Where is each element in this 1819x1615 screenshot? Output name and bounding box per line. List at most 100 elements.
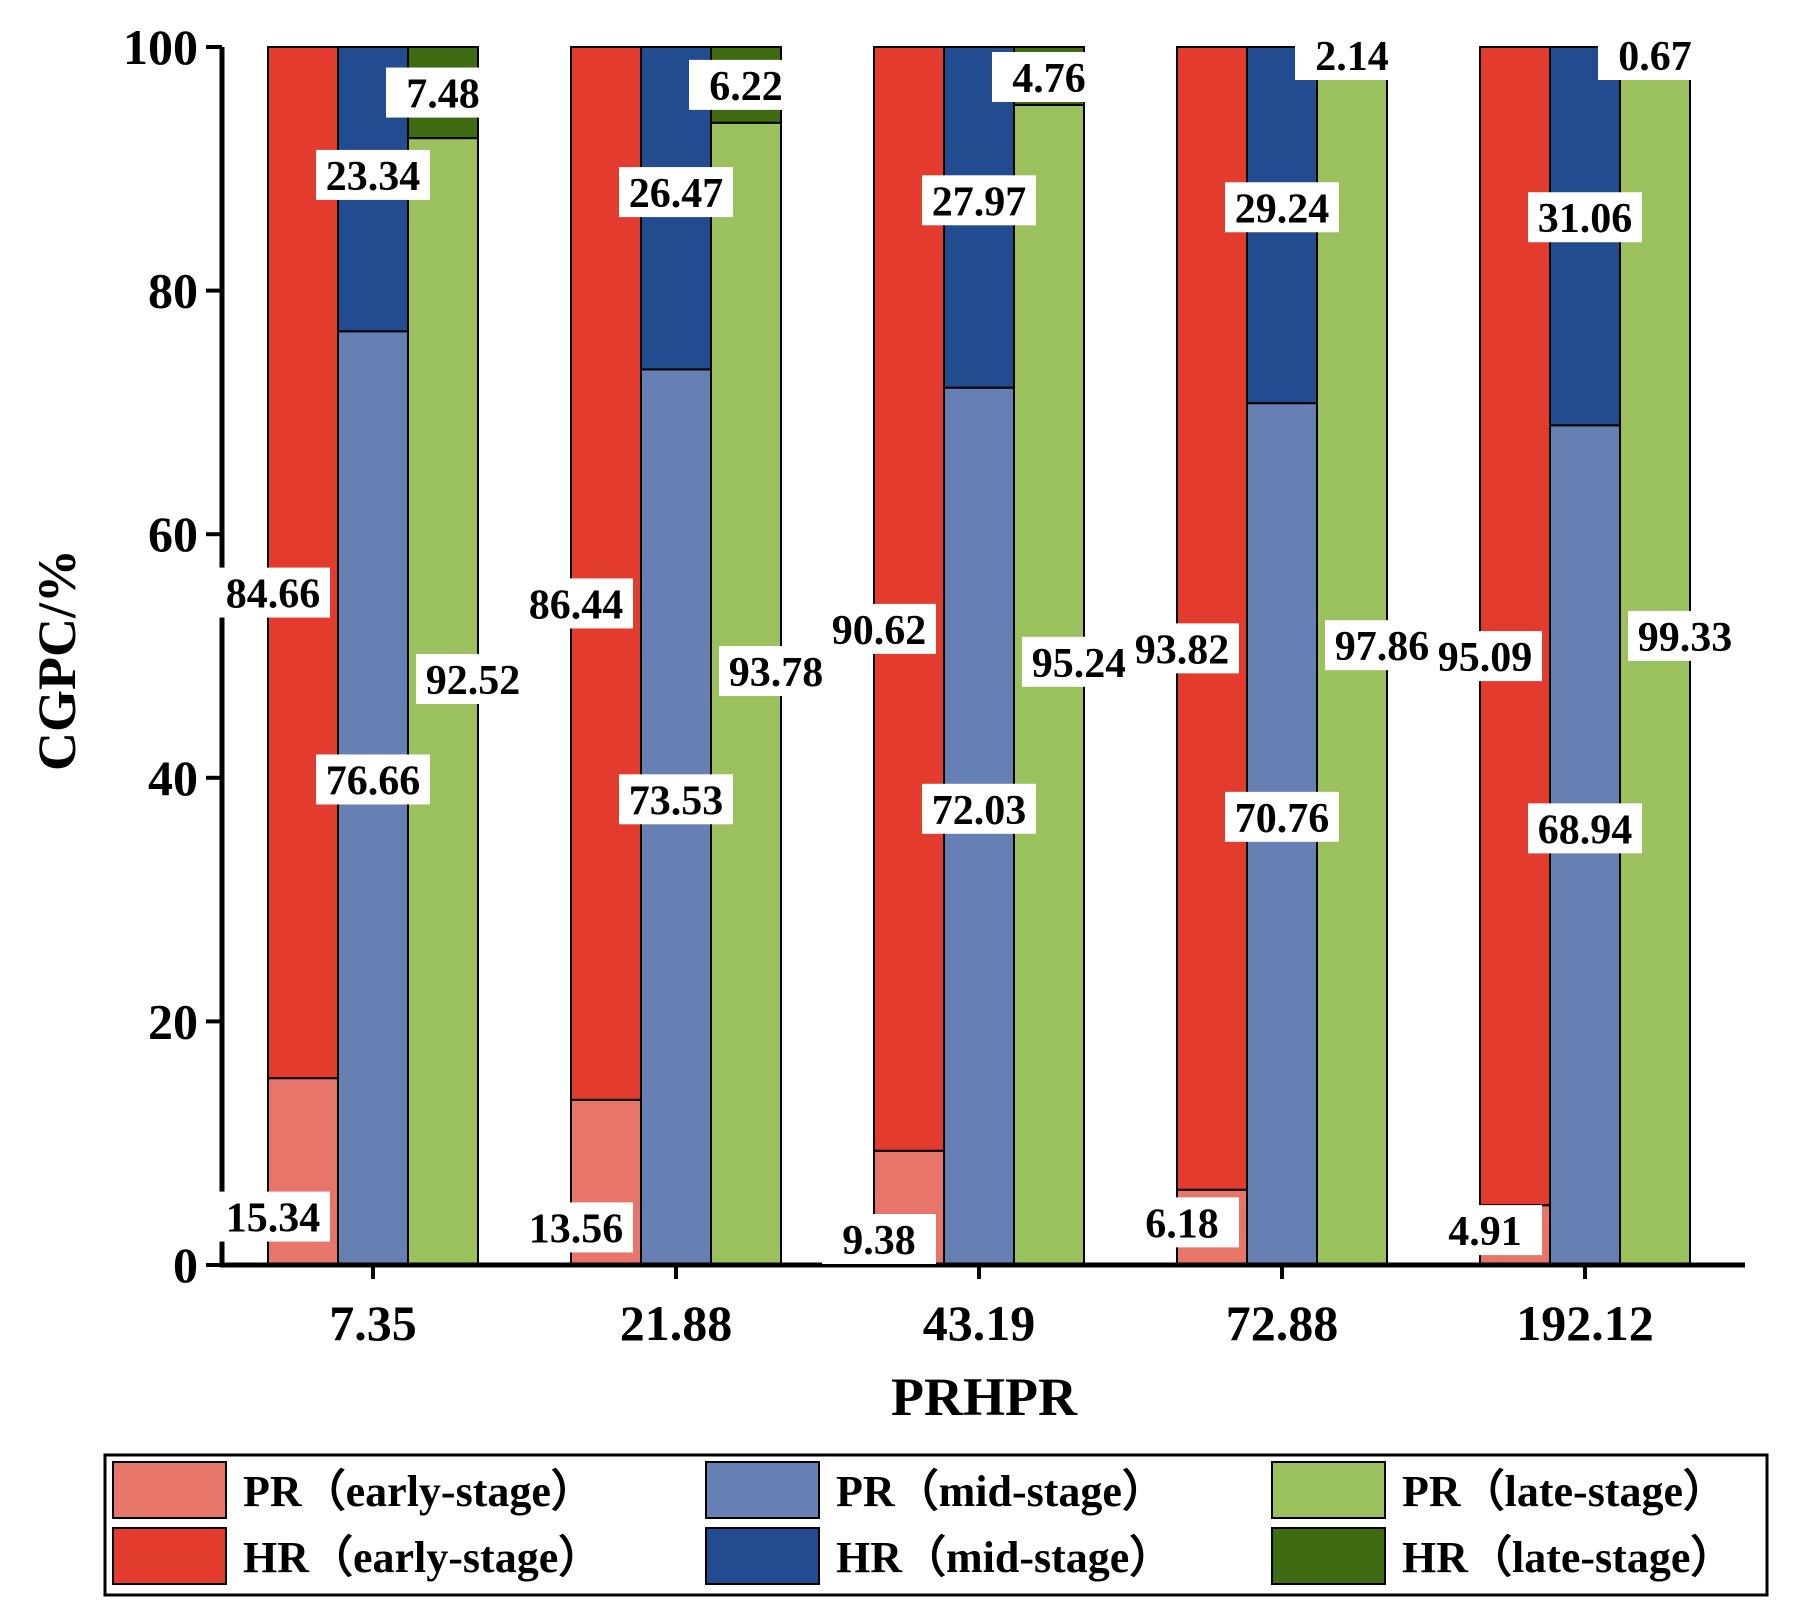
bar-hr-early-stage-72.88	[1176, 46, 1248, 1191]
data-label-text: 15.34	[226, 1196, 321, 1242]
data-label-hr-mid-stage-72.88: 29.24	[1225, 182, 1339, 233]
x-tick-label: 192.12	[1516, 1295, 1654, 1351]
data-label-text: 4.91	[1448, 1209, 1522, 1255]
data-label-text: 95.24	[1032, 641, 1127, 687]
legend-swatch	[705, 1461, 820, 1519]
data-labels-layer: 15.34 84.66 76.66 23.34 92.52 7.48 13.56 86.44 7…	[216, 30, 1742, 1264]
data-label-text: 93.82	[1135, 627, 1230, 673]
data-label-text: 86.44	[529, 582, 624, 628]
data-label-background	[1125, 1197, 1239, 1248]
legend-item-hr-late-stage: HR（late-stage）	[1271, 1527, 1734, 1585]
data-label-background	[386, 67, 500, 118]
legend-item-pr-late-stage: PR（late-stage）	[1271, 1461, 1727, 1519]
data-label-hr-mid-stage-43.19: 27.97	[922, 175, 1036, 226]
data-label-text: 76.66	[326, 758, 421, 804]
data-label-text: 72.03	[932, 788, 1027, 834]
data-label-background	[822, 1214, 936, 1264]
legend-item-hr-early-stage: HR（early-stage）	[112, 1527, 602, 1585]
legend-item-pr-mid-stage: PR（mid-stage）	[705, 1461, 1166, 1519]
x-tick-label: 21.88	[620, 1295, 733, 1351]
data-label-hr-mid-stage-21.88: 26.47	[619, 167, 733, 218]
data-label-pr-mid-stage-72.88: 70.76	[1225, 791, 1339, 842]
legend-swatch	[705, 1527, 820, 1585]
data-label-background	[689, 59, 803, 110]
data-label-text: 2.14	[1315, 34, 1389, 80]
data-label-hr-late-stage-7.35: 7.48	[386, 67, 500, 118]
data-label-background	[1428, 631, 1542, 682]
data-label-background	[216, 1191, 330, 1242]
data-label-background	[519, 578, 633, 629]
data-label-background	[1125, 623, 1239, 674]
legend-label: HR（early-stage）	[243, 1533, 602, 1582]
data-label-text: 90.62	[832, 608, 927, 654]
data-label-text: 31.06	[1538, 196, 1633, 242]
data-label-text: 23.34	[326, 154, 421, 200]
legend: PR（early-stage） PR（mid-stage） PR（late-stag…	[103, 1453, 1769, 1597]
legend-swatch	[1271, 1461, 1386, 1519]
bar-hr-early-stage-43.19	[873, 46, 945, 1152]
legend-frame	[103, 1453, 1769, 1597]
data-label-text: 4.76	[1012, 56, 1086, 102]
data-label-hr-early-stage-43.19: 90.62	[822, 603, 936, 654]
data-label-text: 93.78	[729, 650, 824, 696]
data-label-text: 29.24	[1235, 186, 1330, 232]
data-label-text: 97.86	[1335, 624, 1430, 670]
data-label-pr-mid-stage-7.35: 76.66	[316, 754, 430, 805]
x-tick-label: 43.19	[923, 1295, 1036, 1351]
data-label-background	[822, 603, 936, 654]
legend-label: HR（late-stage）	[1402, 1533, 1734, 1582]
legend-item-pr-early-stage: PR（early-stage）	[112, 1461, 595, 1519]
data-label-hr-early-stage-192.12: 95.09	[1428, 631, 1542, 682]
x-axis-title: PRHPR	[891, 1367, 1078, 1427]
data-label-text: 0.67	[1618, 34, 1692, 80]
data-label-text: 99.33	[1638, 615, 1733, 661]
data-label-pr-mid-stage-192.12: 68.94	[1528, 803, 1642, 854]
data-label-hr-early-stage-21.88: 86.44	[519, 578, 633, 629]
data-label-pr-late-stage-72.88: 97.86	[1325, 620, 1439, 671]
data-label-background	[316, 149, 430, 200]
data-label-text: 27.97	[932, 179, 1027, 225]
data-label-background	[1022, 636, 1136, 687]
data-label-pr-mid-stage-43.19: 72.03	[922, 783, 1036, 834]
data-label-hr-mid-stage-7.35: 23.34	[316, 149, 430, 200]
data-label-pr-early-stage-72.88: 6.18	[1125, 1197, 1239, 1248]
data-label-background	[1295, 30, 1409, 80]
data-label-hr-mid-stage-192.12: 31.06	[1528, 192, 1642, 243]
y-tick-label: 20	[148, 993, 198, 1049]
data-label-background	[922, 175, 1036, 226]
x-tick-label: 7.35	[329, 1295, 417, 1351]
data-label-background	[1598, 30, 1712, 80]
data-label-background	[719, 646, 833, 697]
y-tick-label: 0	[173, 1237, 198, 1293]
data-label-background	[1528, 192, 1642, 243]
data-label-background	[1528, 803, 1642, 854]
y-tick-label: 80	[148, 263, 198, 319]
legend-label: PR（mid-stage）	[836, 1467, 1166, 1516]
data-label-background	[1225, 791, 1339, 842]
data-label-hr-early-stage-7.35: 84.66	[216, 567, 330, 618]
data-label-text: 84.66	[226, 572, 321, 618]
data-label-pr-late-stage-7.35: 92.52	[416, 654, 530, 705]
data-label-text: 9.38	[842, 1218, 916, 1264]
data-label-background	[1428, 1205, 1542, 1256]
data-label-pr-early-stage-21.88: 13.56	[519, 1202, 633, 1253]
legend-label: PR（late-stage）	[1402, 1467, 1727, 1516]
data-label-background	[1628, 610, 1742, 661]
data-label-pr-late-stage-192.12: 99.33	[1628, 610, 1742, 661]
data-label-background	[519, 1202, 633, 1253]
y-tick-label: 60	[148, 506, 198, 562]
data-label-pr-mid-stage-21.88: 73.53	[619, 774, 733, 825]
data-label-background	[316, 754, 430, 805]
legend-label: HR（mid-stage）	[836, 1533, 1173, 1582]
data-label-pr-early-stage-7.35: 15.34	[216, 1191, 330, 1242]
data-label-background	[416, 654, 530, 705]
data-label-text: 26.47	[629, 171, 724, 217]
data-label-hr-early-stage-72.88: 93.82	[1125, 623, 1239, 674]
data-label-pr-late-stage-21.88: 93.78	[719, 646, 833, 697]
y-tick-label: 40	[148, 750, 198, 806]
data-label-pr-early-stage-192.12: 4.91	[1428, 1205, 1542, 1256]
y-tick-label: 100	[123, 19, 198, 75]
legend-label: PR（early-stage）	[243, 1467, 595, 1516]
data-label-text: 73.53	[629, 778, 724, 824]
